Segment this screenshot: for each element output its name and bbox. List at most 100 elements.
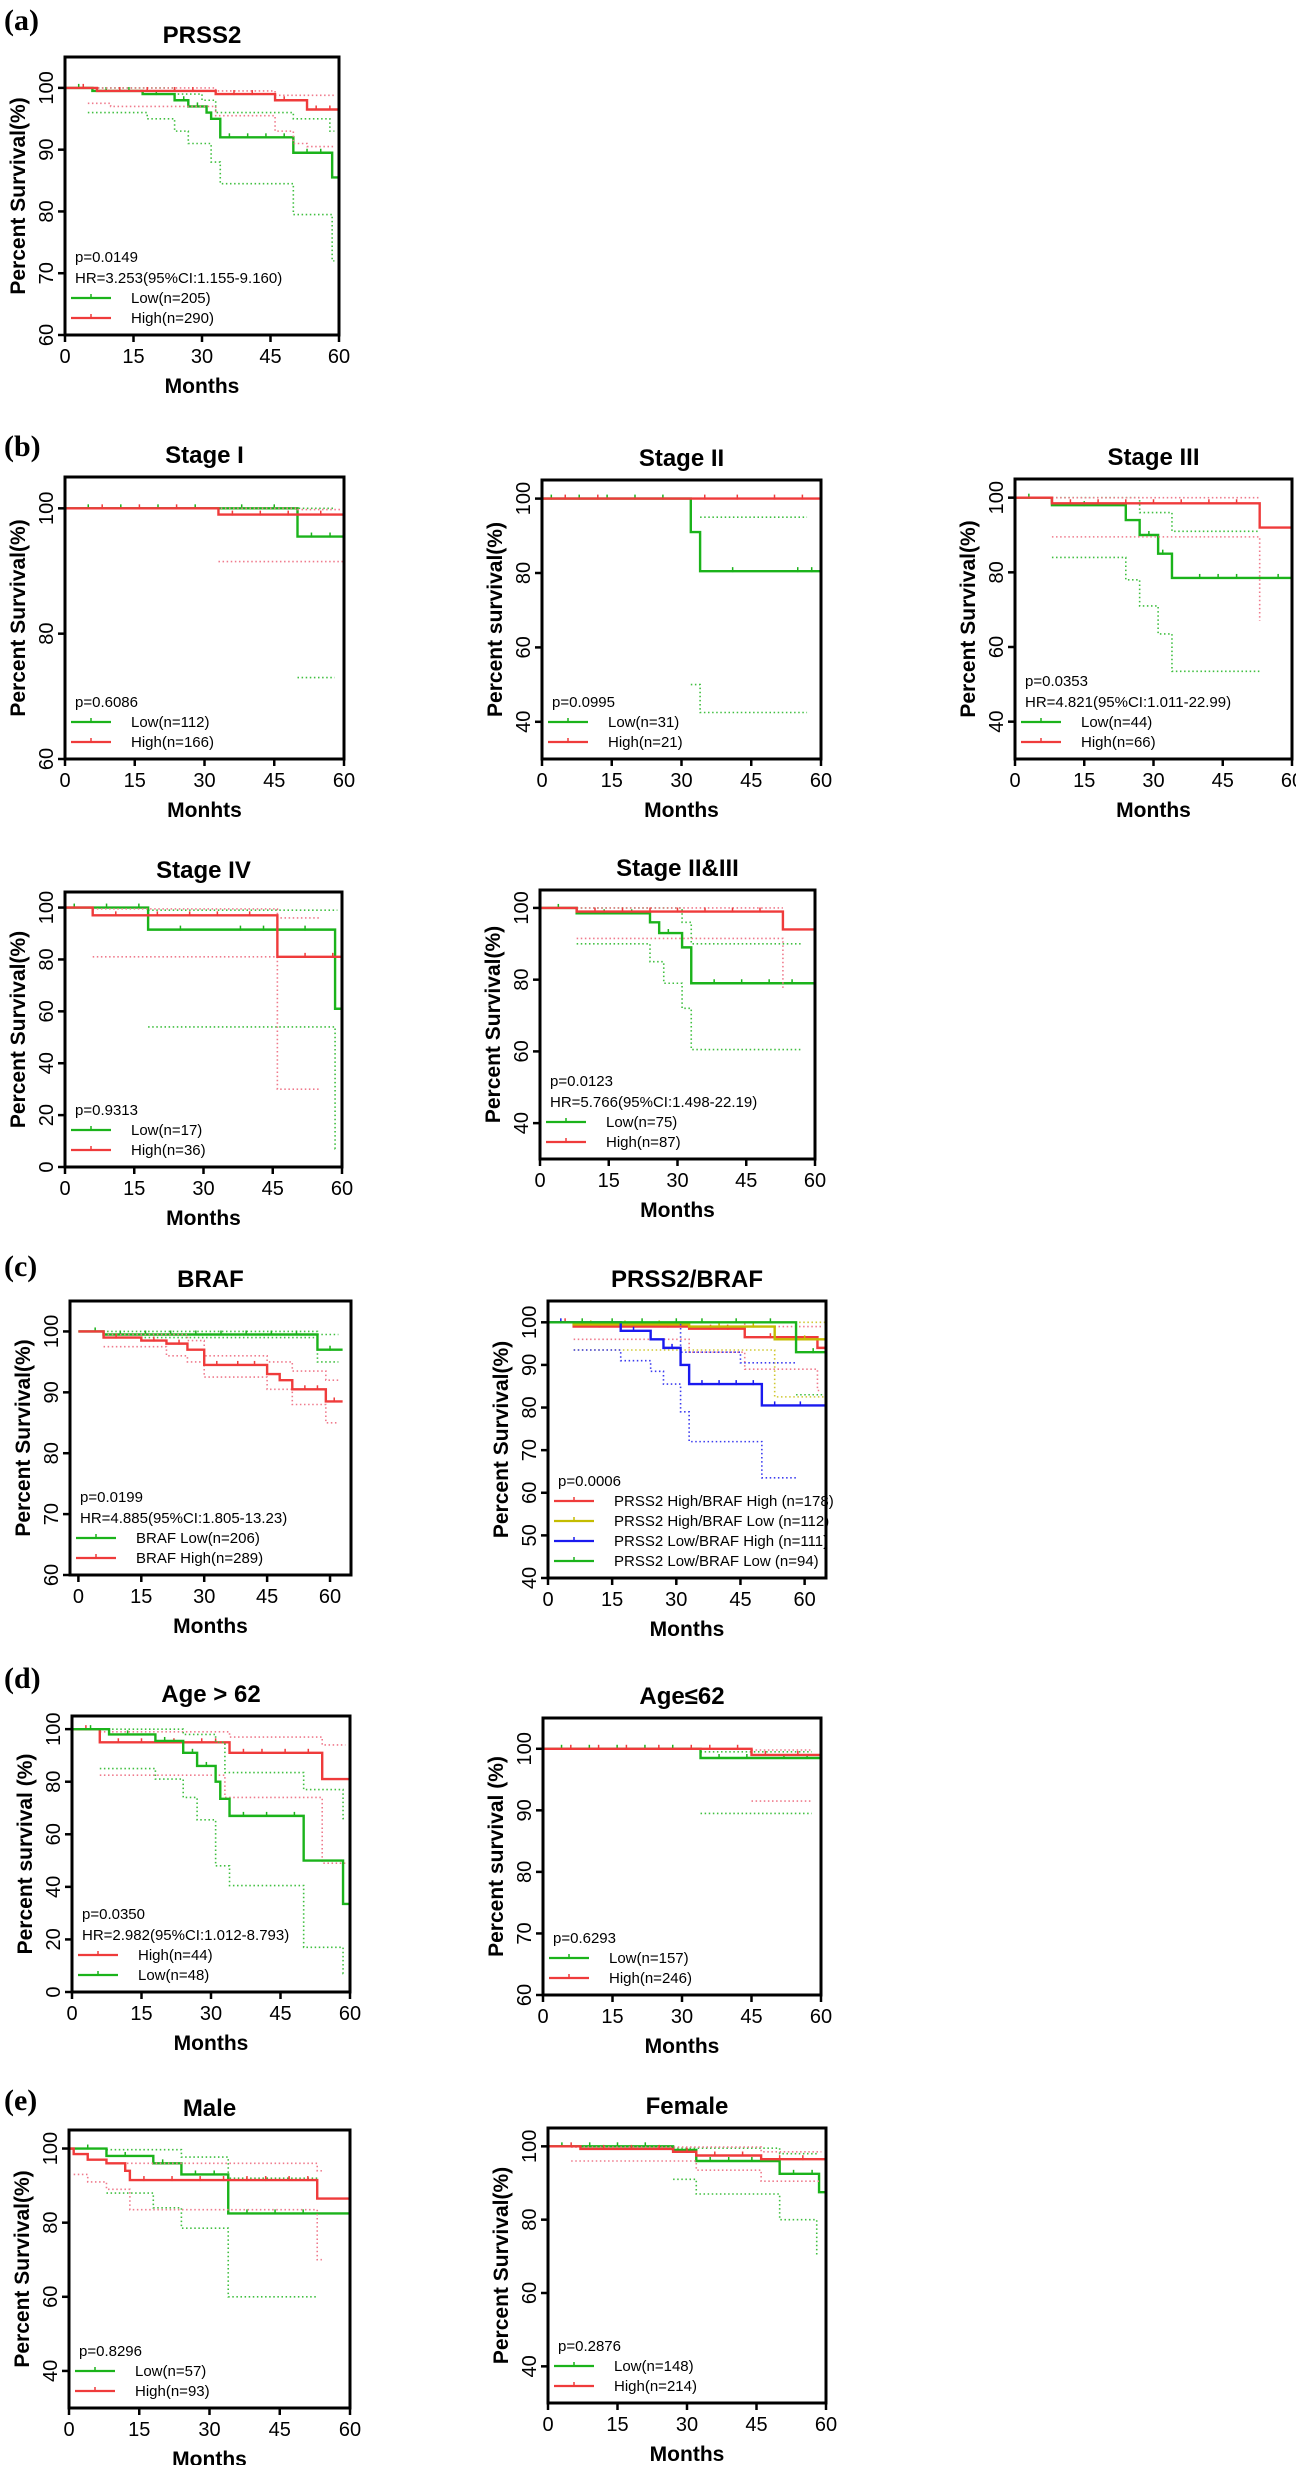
ci-upper-line — [576, 907, 802, 945]
y-axis-label: Percent Survival(%) — [957, 520, 980, 717]
x-tick-label: 15 — [122, 346, 144, 368]
y-tick-label: 100 — [41, 1315, 63, 1348]
ci-lower-line — [99, 1774, 346, 1864]
y-tick-label: 100 — [36, 71, 58, 104]
x-axis-label: Months — [174, 2032, 249, 2055]
y-axis-label: Percent Survival(%) — [12, 1339, 35, 1536]
x-axis-label: Months — [650, 1618, 725, 1641]
chart-panel: Age≤62 0 15 30 45 60 60 70 80 90 100 Months Percent … — [485, 1683, 832, 2058]
ci-lower-line — [573, 1349, 826, 1398]
x-tick-label: 0 — [542, 2414, 553, 2436]
x-tick-label: 30 — [200, 2003, 222, 2025]
x-tick-label: 45 — [735, 1170, 757, 1192]
x-tick-label: 30 — [1142, 770, 1164, 792]
chart-title: Stage IV — [156, 857, 251, 884]
x-axis-label: Months — [166, 1207, 241, 1230]
ci-lower-line — [1051, 536, 1261, 621]
p-value: p=0.2876 — [558, 2338, 621, 2355]
legend-label: BRAF High(n=289) — [136, 1550, 263, 1567]
survival-curve — [65, 906, 342, 959]
y-tick-label: 40 — [986, 711, 1008, 733]
p-value: p=0.0006 — [558, 1473, 621, 1490]
y-tick-label: 60 — [36, 324, 58, 346]
y-axis-label: Percent Survival(%) — [482, 926, 505, 1123]
ci-upper-line — [106, 2162, 322, 2172]
panel-label: (e) — [4, 2084, 37, 2117]
chart-title: Female — [646, 2093, 729, 2120]
y-tick-label: 60 — [40, 2286, 62, 2308]
chart-title: Stage II — [639, 445, 724, 472]
ci-lower-line — [690, 683, 808, 714]
hazard-ratio: HR=5.766(95%CI:1.498-22.19) — [550, 1094, 757, 1111]
legend-label: Low(n=205) — [131, 290, 211, 307]
p-value: p=0.0199 — [80, 1489, 143, 1506]
x-tick-label: 0 — [536, 770, 547, 792]
x-tick-label: 15 — [130, 1586, 152, 1608]
legend-label: Low(n=57) — [135, 2363, 206, 2380]
x-axis-label: Months — [172, 2448, 247, 2465]
chart-panel: Stage IV 0 15 30 45 60 0 20 40 60 80 100 Months Perce… — [7, 857, 353, 1230]
legend-label: High(n=246) — [609, 1970, 692, 1987]
y-tick-label: 40 — [519, 1567, 541, 1589]
legend-label: High(n=93) — [135, 2383, 210, 2400]
ci-upper-line — [673, 2147, 820, 2155]
x-axis-label: Months — [1116, 799, 1191, 822]
ci-upper-line — [92, 908, 319, 919]
legend-label: High(n=66) — [1081, 734, 1156, 751]
y-tick-label: 100 — [519, 2130, 541, 2163]
y-tick-label: 100 — [40, 2132, 62, 2165]
x-tick-label: 30 — [670, 770, 692, 792]
ci-upper-line — [106, 2148, 318, 2179]
y-tick-label: 60 — [36, 748, 58, 770]
legend-label: High(n=44) — [138, 1947, 213, 1964]
ci-lower-line — [576, 937, 784, 991]
y-tick-label: 20 — [36, 1104, 58, 1126]
y-tick-label: 80 — [40, 2212, 62, 2234]
y-tick-label: 90 — [519, 1354, 541, 1376]
panel-label: (d) — [4, 1662, 41, 1695]
chart-title: Age > 62 — [161, 1681, 260, 1708]
x-tick-label: 0 — [59, 346, 70, 368]
p-value: p=0.0353 — [1025, 673, 1088, 690]
x-tick-label: 0 — [59, 1178, 70, 1200]
y-tick-label: 20 — [43, 1928, 65, 1950]
y-tick-label: 80 — [513, 562, 535, 584]
plot-frame — [540, 478, 823, 761]
x-tick-label: 60 — [793, 1589, 815, 1611]
chart-title: Stage I — [165, 442, 244, 469]
y-tick-label: 100 — [36, 891, 58, 924]
y-axis-label: Percent survival (%) — [485, 1756, 508, 1957]
survival-curve — [542, 497, 821, 573]
legend-label: Low(n=31) — [608, 714, 679, 731]
x-tick-label: 0 — [542, 1589, 553, 1611]
ci-upper-line — [99, 1728, 346, 1820]
x-tick-label: 0 — [1009, 770, 1020, 792]
plot-frame — [68, 1299, 353, 1577]
y-tick-label: 60 — [519, 1482, 541, 1504]
y-tick-label: 60 — [519, 2282, 541, 2304]
y-tick-label: 100 — [986, 481, 1008, 514]
x-tick-label: 15 — [601, 1589, 623, 1611]
x-tick-label: 0 — [66, 2003, 77, 2025]
x-tick-label: 15 — [601, 2006, 623, 2028]
y-axis-label: Percent Survival(%) — [7, 931, 30, 1128]
y-axis-label: Percent Survival(%) — [490, 1341, 513, 1538]
ci-upper-line — [573, 1321, 822, 1328]
y-axis-label: Percent survival(%) — [484, 522, 507, 717]
ci-upper-line — [78, 1330, 339, 1336]
survival-curve — [540, 906, 815, 931]
x-tick-label: 30 — [671, 2006, 693, 2028]
y-tick-label: 40 — [513, 711, 535, 733]
p-value: p=0.9313 — [75, 1102, 138, 1119]
chart-panel: PRSS2/BRAF 0 15 30 45 60 40 50 60 70 80 90 100 Months… — [490, 1266, 834, 1641]
ci-upper-line — [103, 1333, 339, 1381]
y-tick-label: 100 — [513, 482, 535, 515]
x-tick-label: 45 — [263, 770, 285, 792]
y-tick-label: 90 — [41, 1381, 63, 1403]
legend-label: Low(n=48) — [138, 1967, 209, 1984]
y-tick-label: 60 — [513, 636, 535, 658]
y-tick-label: 80 — [41, 1442, 63, 1464]
legend-label: PRSS2 High/BRAF Low (n=112) — [614, 1513, 829, 1530]
p-value: p=0.0995 — [552, 694, 615, 711]
chart-panel: Stage II&III 0 15 30 45 60 40 60 80 100 Months Perc… — [482, 855, 826, 1222]
